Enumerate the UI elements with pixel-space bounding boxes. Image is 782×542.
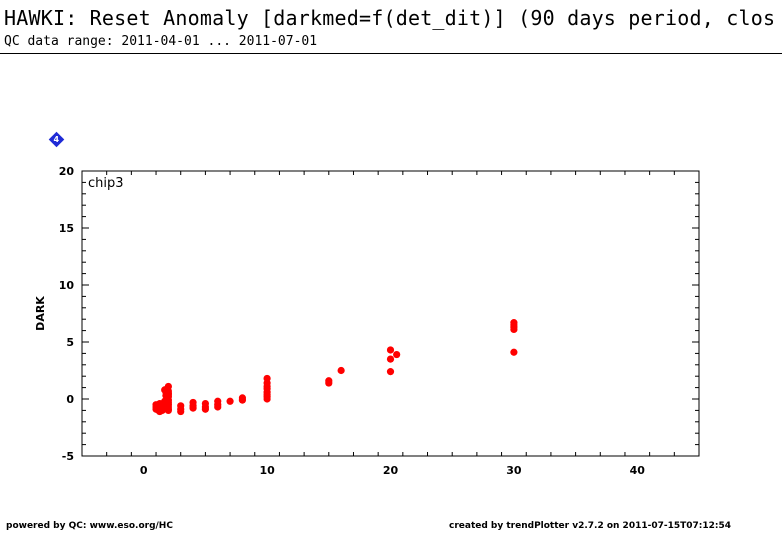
y-tick-label: 10	[59, 279, 75, 292]
data-point	[386, 346, 395, 354]
y-axis-label: DARK	[34, 296, 47, 331]
data-point	[226, 397, 234, 405]
plot-frame	[81, 170, 700, 457]
data-point	[263, 395, 271, 403]
y-tick-label: -5	[62, 450, 74, 463]
y-tick-label: 20	[59, 165, 75, 178]
x-tick-label: 0	[140, 464, 148, 477]
data-point	[177, 407, 185, 416]
data-point	[164, 406, 172, 414]
data-point	[393, 350, 401, 359]
footer-created-by: created by trendPlotter v2.7.2 on 2011-0…	[449, 521, 732, 531]
data-point	[386, 368, 395, 376]
data-point	[201, 405, 209, 413]
data-point	[325, 379, 333, 387]
chart-points	[152, 319, 518, 416]
panel-label: chip3	[88, 176, 124, 191]
data-point	[510, 348, 518, 356]
data-point	[386, 355, 395, 363]
chart-axes: 0 10 20 30 40 -5 0 5 10 15 20 DARK chip3	[34, 165, 700, 477]
y-tick-label: 5	[66, 336, 74, 349]
data-point	[337, 366, 345, 375]
data-point	[214, 403, 222, 411]
footer-powered-by: powered by QC: www.eso.org/HC	[6, 521, 173, 531]
x-tick-label: 40	[630, 464, 646, 477]
y-tick-label: 15	[59, 222, 74, 235]
data-point	[238, 394, 247, 402]
data-point	[164, 389, 172, 397]
report-title: HAWKI: Reset Anomaly [darkmed=f(det_dit)…	[4, 6, 776, 30]
data-point	[510, 325, 518, 334]
header-divider	[0, 53, 782, 54]
data-range-subtitle: QC data range: 2011-04-01 ... 2011-07-01	[4, 34, 318, 49]
y-tick-label: 0	[66, 393, 74, 406]
x-tick-label: 20	[383, 464, 399, 477]
x-tick-label: 30	[506, 464, 522, 477]
data-point	[189, 404, 197, 412]
x-tick-label: 10	[259, 464, 275, 477]
